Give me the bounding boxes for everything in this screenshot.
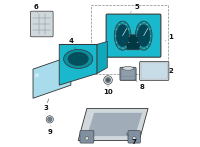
- Ellipse shape: [116, 25, 129, 47]
- Ellipse shape: [104, 76, 112, 84]
- Text: 10: 10: [103, 86, 113, 95]
- Polygon shape: [33, 56, 71, 98]
- Text: 9: 9: [48, 126, 53, 135]
- Ellipse shape: [68, 52, 88, 66]
- FancyBboxPatch shape: [140, 61, 169, 81]
- FancyBboxPatch shape: [141, 63, 167, 79]
- Polygon shape: [87, 113, 142, 136]
- FancyBboxPatch shape: [128, 131, 140, 143]
- Text: 4: 4: [68, 39, 76, 49]
- Ellipse shape: [122, 67, 134, 70]
- Ellipse shape: [46, 116, 53, 123]
- FancyBboxPatch shape: [126, 35, 140, 50]
- Ellipse shape: [132, 136, 136, 140]
- Polygon shape: [78, 108, 148, 141]
- Ellipse shape: [137, 25, 150, 47]
- Text: 2: 2: [168, 68, 173, 74]
- Polygon shape: [35, 74, 39, 78]
- FancyBboxPatch shape: [106, 14, 161, 57]
- Bar: [91, 5, 168, 74]
- Text: 8: 8: [135, 79, 145, 90]
- Polygon shape: [97, 41, 107, 74]
- Ellipse shape: [48, 117, 52, 122]
- Ellipse shape: [114, 21, 131, 50]
- Text: 3: 3: [44, 99, 49, 111]
- Ellipse shape: [135, 21, 152, 50]
- Text: 7: 7: [126, 133, 136, 145]
- Ellipse shape: [107, 79, 109, 81]
- Ellipse shape: [105, 77, 111, 83]
- Ellipse shape: [85, 136, 89, 140]
- Text: 1: 1: [165, 34, 173, 40]
- Text: 6: 6: [34, 4, 38, 12]
- Text: 5: 5: [131, 4, 139, 12]
- FancyBboxPatch shape: [80, 131, 94, 143]
- FancyBboxPatch shape: [120, 67, 136, 81]
- Ellipse shape: [64, 50, 93, 68]
- FancyBboxPatch shape: [30, 11, 53, 37]
- Polygon shape: [59, 44, 97, 85]
